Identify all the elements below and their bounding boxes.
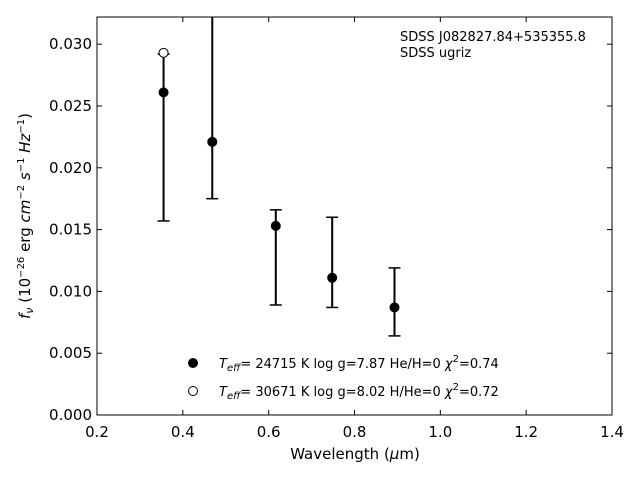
annotation-line-2: SDSS ugriz xyxy=(400,46,471,61)
plot-area xyxy=(96,16,613,416)
legend: Teff= 24715 K log g=7.87 He/H=0 χ2=0.74 … xyxy=(188,354,499,402)
data-point-filled xyxy=(270,220,281,231)
y-tick-label: 0.005 xyxy=(49,344,92,362)
x-tick-label: 1.0 xyxy=(428,423,452,441)
x-tick-label: 0.8 xyxy=(343,423,367,441)
y-axis-label: fν (10−26 erg cm−2 s−1 Hz−1) xyxy=(16,113,36,319)
data-point-filled xyxy=(158,87,169,98)
y-tick-label: 0.010 xyxy=(49,282,92,300)
legend-entry-1: Teff= 24715 K log g=7.87 He/H=0 χ2=0.74 xyxy=(219,354,499,374)
data-point-filled xyxy=(207,136,218,147)
error-bars xyxy=(157,17,401,337)
x-tick-label: 1.2 xyxy=(514,423,538,441)
markers xyxy=(158,47,400,313)
legend-marker-open xyxy=(188,386,198,396)
y-tick-label: 0.030 xyxy=(49,35,92,53)
y-tick-label: 0.020 xyxy=(49,159,92,177)
x-tick-label: 1.4 xyxy=(600,423,624,441)
x-axis-label: Wavelength (μm) xyxy=(290,445,420,463)
y-tick-label: 0.015 xyxy=(49,221,92,239)
legend-entry-2: Teff= 30671 K log g=8.02 H/He=0 χ2=0.72 xyxy=(219,382,499,402)
data-point-filled xyxy=(389,302,400,313)
ticks: 0.2 0.4 0.6 0.8 1.0 1.2 1.4 0.000 0.005 0.010 0.01… xyxy=(49,17,624,441)
y-tick-label: 0.000 xyxy=(49,406,92,424)
annotation-line-1: SDSS J082827.84+535355.8 xyxy=(400,30,586,45)
x-tick-label: 0.4 xyxy=(171,423,195,441)
x-tick-label: 0.2 xyxy=(85,423,109,441)
legend-marker-filled xyxy=(188,358,198,368)
data-point-open xyxy=(158,47,169,58)
y-tick-label: 0.025 xyxy=(49,97,92,115)
x-tick-label: 0.6 xyxy=(257,423,281,441)
data-point-filled xyxy=(327,272,338,283)
